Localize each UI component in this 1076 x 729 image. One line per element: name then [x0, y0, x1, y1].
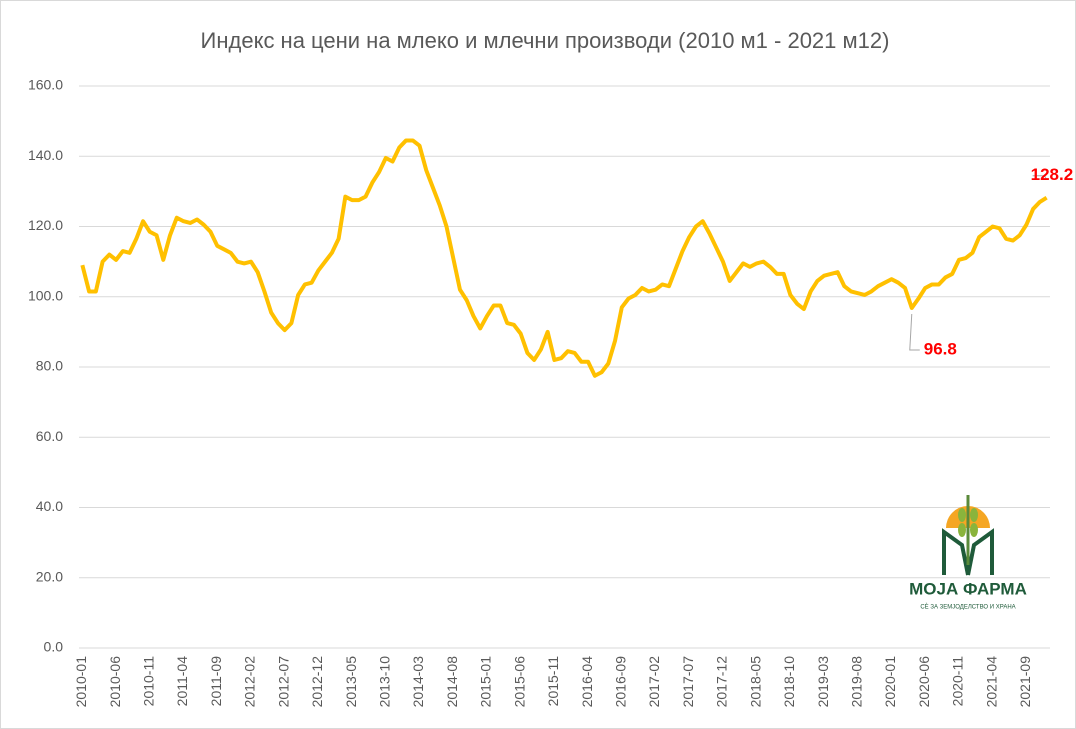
logo-frame — [942, 528, 994, 576]
x-tick-label: 2018-05 — [747, 656, 763, 708]
x-tick-label: 2012-07 — [275, 656, 291, 708]
y-tick-label: 80.0 — [36, 358, 63, 374]
y-tick-label: 100.0 — [28, 287, 63, 303]
x-tick-label: 2020-06 — [916, 656, 932, 708]
logo-grain — [958, 523, 966, 537]
x-tick-label: 2015-06 — [511, 656, 527, 708]
logo-grain — [958, 508, 966, 522]
logo-grain — [970, 508, 978, 522]
series-line — [80, 138, 1048, 378]
y-tick-label: 40.0 — [36, 498, 63, 514]
x-tick-label: 2013-10 — [377, 656, 393, 708]
y-tick-label: 160.0 — [28, 77, 63, 93]
y-tick-label: 0.0 — [44, 639, 64, 655]
data-label: 96.8 — [924, 339, 957, 358]
y-tick-label: 60.0 — [36, 428, 63, 444]
x-tick-label: 2012-02 — [242, 656, 258, 708]
x-tick-label: 2016-09 — [613, 656, 629, 708]
x-tick-label: 2010-01 — [73, 656, 89, 708]
x-tick-label: 2011-09 — [208, 656, 224, 707]
y-tick-label: 20.0 — [36, 568, 63, 584]
x-tick-label: 2011-04 — [174, 656, 190, 707]
chart-title: Индекс на цени на млеко и млечни произво… — [201, 28, 890, 53]
x-tick-label: 2010-06 — [107, 656, 123, 708]
leader-line — [909, 313, 920, 351]
data-label: 128.2 — [1031, 165, 1074, 184]
y-tick-label: 140.0 — [28, 147, 63, 163]
x-tick-label: 2021-09 — [1017, 656, 1033, 708]
x-tick-label: 2019-08 — [849, 656, 865, 708]
x-tick-label: 2014-03 — [410, 656, 426, 708]
leader-line — [1032, 175, 1048, 180]
x-tick-label: 2012-12 — [309, 656, 325, 708]
x-tick-label: 2015-11 — [545, 656, 561, 707]
x-tick-label: 2018-10 — [781, 656, 797, 708]
x-tick-label: 2017-12 — [714, 656, 730, 708]
y-tick-label: 120.0 — [28, 217, 63, 233]
logo-name: МОЈА ФАРМА — [909, 579, 1027, 598]
x-tick-label: 2017-02 — [646, 656, 662, 708]
x-tick-label: 2020-11 — [950, 656, 966, 707]
logo: МОЈА ФАРМА СÈ ЗА ЗЕМЈОДЕЛСТВО И ХРАНА — [909, 495, 1027, 611]
logo-grain — [970, 523, 978, 537]
x-tick-label: 2019-03 — [815, 656, 831, 708]
logo-tagline: СÈ ЗА ЗЕМЈОДЕЛСТВО И ХРАНА — [920, 604, 1015, 611]
x-tick-label: 2021-04 — [983, 656, 999, 708]
x-tick-label: 2010-11 — [141, 656, 157, 707]
x-tick-label: 2020-01 — [882, 656, 898, 708]
x-tick-label: 2013-05 — [343, 656, 359, 708]
x-tick-label: 2014-08 — [444, 656, 460, 708]
x-tick-label: 2016-04 — [579, 656, 595, 708]
x-tick-label: 2015-01 — [478, 656, 494, 708]
x-tick-label: 2017-07 — [680, 656, 696, 708]
